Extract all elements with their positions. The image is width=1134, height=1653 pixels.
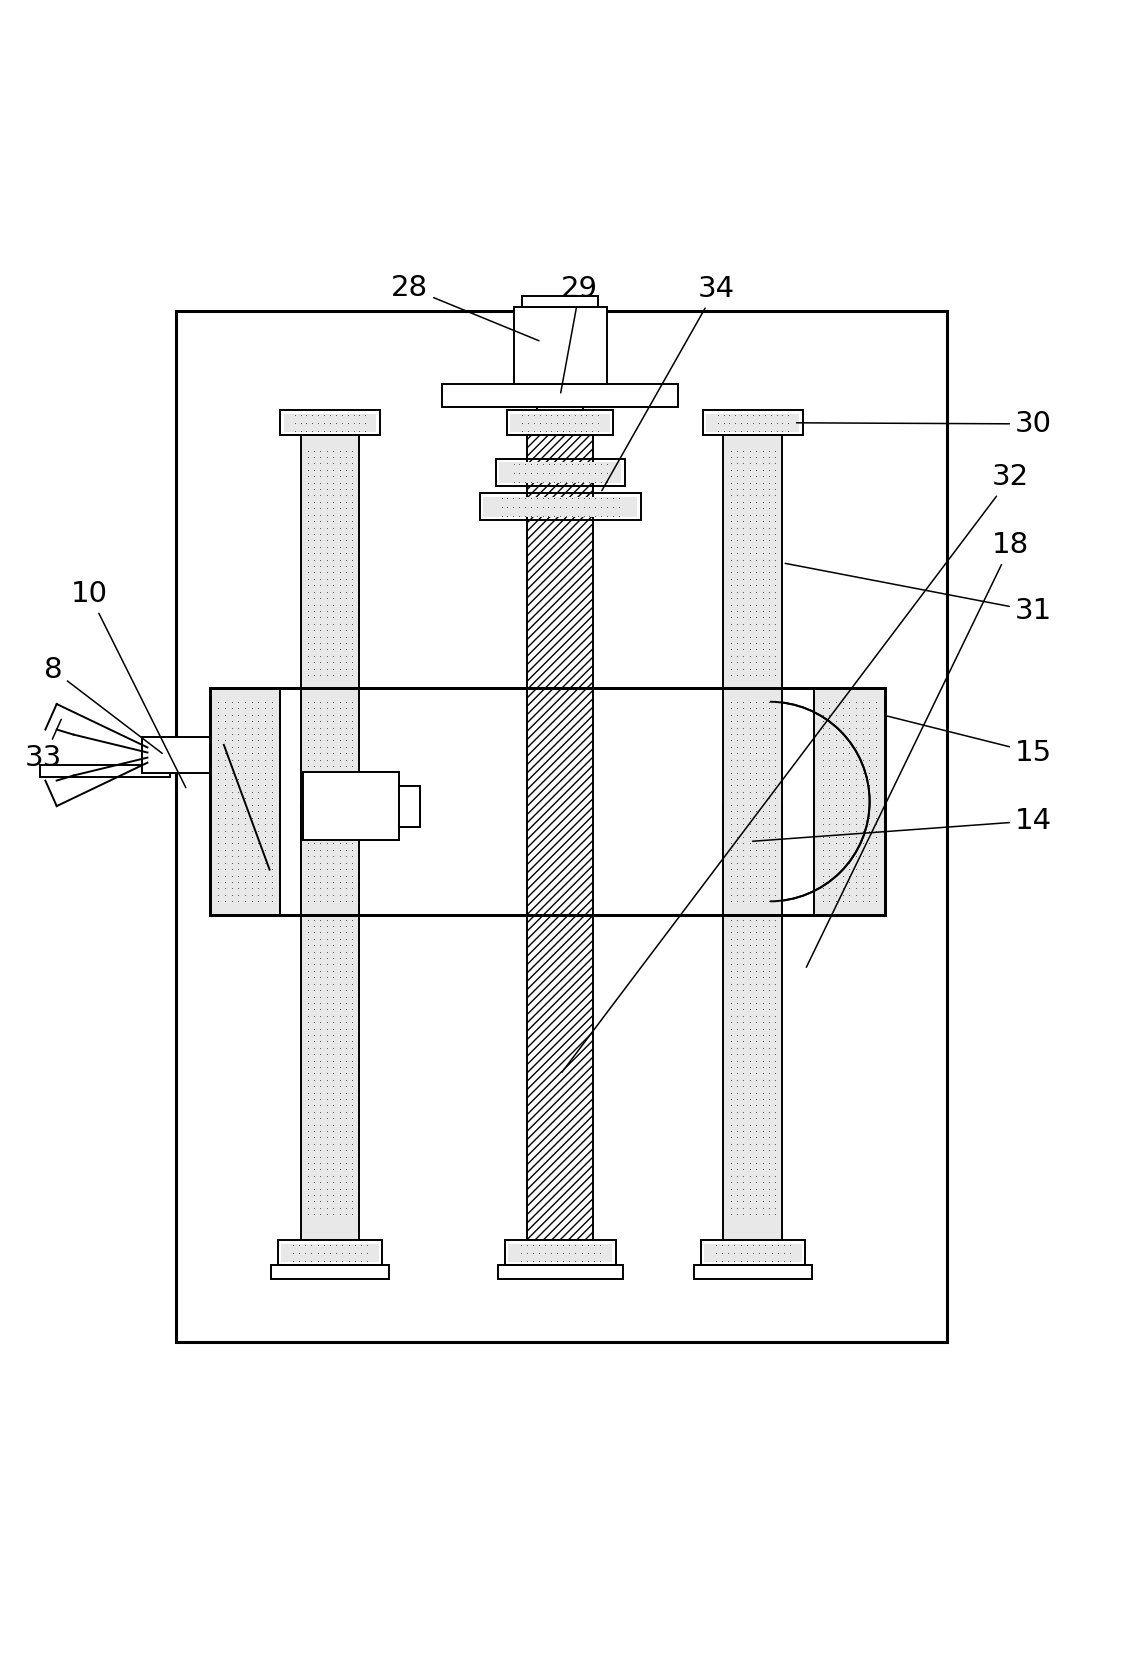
Bar <box>704 1243 802 1261</box>
Bar <box>281 1243 379 1261</box>
Bar <box>498 1265 623 1279</box>
Bar <box>278 1240 382 1265</box>
Bar <box>399 785 420 826</box>
Bar <box>701 1240 805 1265</box>
Bar <box>210 688 280 916</box>
Bar <box>538 407 583 410</box>
Bar <box>301 803 359 1240</box>
Bar <box>301 688 359 916</box>
Bar <box>723 803 782 1240</box>
Bar <box>301 688 359 916</box>
Bar <box>723 803 782 1240</box>
Bar <box>210 688 885 916</box>
Bar <box>301 435 359 691</box>
Bar <box>271 1265 389 1279</box>
Bar <box>703 410 803 435</box>
Bar <box>303 772 399 840</box>
Text: 33: 33 <box>25 719 62 772</box>
Bar <box>814 688 885 916</box>
Bar <box>507 410 613 435</box>
Bar <box>814 688 885 916</box>
Bar <box>510 413 610 431</box>
Text: 31: 31 <box>785 564 1052 625</box>
Bar <box>514 307 607 383</box>
Bar <box>527 688 593 916</box>
Bar <box>480 493 641 521</box>
Text: 30: 30 <box>796 410 1052 438</box>
Bar <box>210 688 885 916</box>
Text: 32: 32 <box>561 463 1030 1073</box>
Bar <box>527 803 593 1240</box>
Bar <box>694 1265 812 1279</box>
Bar <box>210 688 885 916</box>
Text: 10: 10 <box>70 580 186 788</box>
Bar <box>301 435 359 691</box>
Bar <box>527 435 593 691</box>
Bar <box>723 688 782 916</box>
Text: 34: 34 <box>602 274 735 491</box>
Text: 28: 28 <box>391 274 539 341</box>
Bar <box>723 435 782 691</box>
Text: 18: 18 <box>806 531 1030 967</box>
Bar <box>508 1243 612 1261</box>
Bar <box>301 803 359 1240</box>
Bar <box>280 410 380 435</box>
Text: 29: 29 <box>560 274 599 393</box>
Text: 8: 8 <box>44 656 162 754</box>
Bar <box>483 496 637 517</box>
Bar <box>142 737 210 774</box>
Bar <box>210 688 885 916</box>
Bar <box>442 383 678 407</box>
Bar <box>522 296 599 307</box>
Text: 14: 14 <box>753 807 1052 841</box>
Bar <box>499 463 621 483</box>
Bar <box>284 413 376 431</box>
Bar <box>723 688 782 916</box>
Bar <box>399 785 420 826</box>
Bar <box>303 772 399 840</box>
Bar <box>505 1240 616 1265</box>
Bar <box>814 688 885 916</box>
Bar <box>723 435 782 691</box>
Bar <box>40 765 170 777</box>
Bar <box>706 413 799 431</box>
Text: 15: 15 <box>887 716 1052 767</box>
Bar <box>496 460 625 486</box>
Bar <box>210 688 280 916</box>
Bar <box>176 311 947 1342</box>
Bar <box>210 688 280 916</box>
